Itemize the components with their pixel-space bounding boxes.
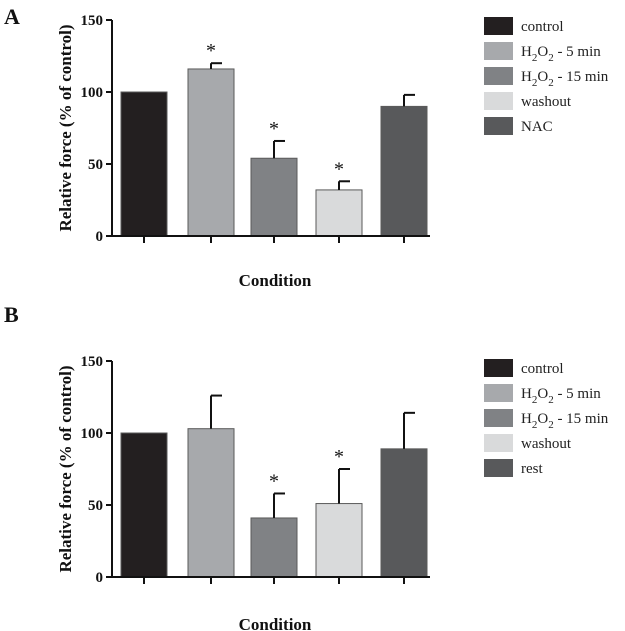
panel-b-significance-4: * xyxy=(334,446,344,468)
panel-a-letter: A xyxy=(4,4,20,29)
panel-b-legend-swatch-3 xyxy=(484,409,513,427)
panel-a-legend-swatch-5 xyxy=(484,117,513,135)
panel-b-ytick-label-150: 150 xyxy=(81,354,104,370)
panel-b-legend-label-2: H2O2 - 5 min xyxy=(521,386,601,406)
panel-a-legend-label-2: H2O2 - 5 min xyxy=(521,44,601,64)
panel-b: B * * 0 50 100 150 Relative force (% of control… xyxy=(4,302,609,631)
panel-a-legend-swatch-4 xyxy=(484,92,513,110)
panel-b-legend-swatch-4 xyxy=(484,434,513,452)
panel-b-ytick-label-0: 0 xyxy=(96,570,104,586)
panel-a-ytick-label-0: 0 xyxy=(96,229,104,245)
panel-a-legend-swatch-3 xyxy=(484,67,513,85)
panel-a-legend-label-4: washout xyxy=(521,94,572,110)
panel-a-legend-label-5: NAC xyxy=(521,119,553,135)
panel-a-legend-swatch-1 xyxy=(484,17,513,35)
panel-b-xlabel: Condition xyxy=(239,615,312,631)
panel-b-bar-5 xyxy=(380,448,428,578)
panel-b-legend-label-1: control xyxy=(521,361,564,377)
panel-a-significance-3: * xyxy=(269,118,279,140)
panel-b-ytick-label-50: 50 xyxy=(88,498,103,514)
panel-b-significance-3: * xyxy=(269,470,279,492)
panel-a-bar-4 xyxy=(315,189,363,237)
panel-a-significance-4: * xyxy=(334,158,344,180)
panel-a-bar-3 xyxy=(250,157,298,237)
panel-a-xlabel: Condition xyxy=(239,271,312,290)
panel-b-legend-label-3: H2O2 - 15 min xyxy=(521,411,609,431)
panel-a-ylabel: Relative force (% of control) xyxy=(56,24,75,231)
panel-b-letter: B xyxy=(4,302,19,327)
panel-b-bar-3 xyxy=(250,517,298,578)
panel-a-significance-2: * xyxy=(206,40,216,62)
panel-a-bar-5 xyxy=(380,105,428,237)
panel-b-ylabel: Relative force (% of control) xyxy=(56,365,75,572)
panel-a-bar-2 xyxy=(187,68,235,237)
panel-a-legend-label-3: H2O2 - 15 min xyxy=(521,69,609,89)
panel-a-ytick-label-150: 150 xyxy=(81,13,104,29)
panel-b-ytick-label-100: 100 xyxy=(81,426,104,442)
panel-b-legend-label-4: washout xyxy=(521,436,572,452)
panel-a-legend-label-1: control xyxy=(521,19,564,35)
panel-b-bar-2 xyxy=(187,428,235,578)
panel-a-ytick-label-100: 100 xyxy=(81,85,104,101)
panel-a-bar-1 xyxy=(120,91,168,237)
panel-a: A * * * 0 50 100 150 Relative force (% of contro… xyxy=(4,4,609,290)
panel-b-bar-1 xyxy=(120,432,168,578)
panel-b-legend-swatch-5 xyxy=(484,459,513,477)
panel-b-legend-swatch-1 xyxy=(484,359,513,377)
panel-b-legend-label-5: rest xyxy=(521,461,543,477)
panel-b-legend-swatch-2 xyxy=(484,384,513,402)
panel-a-ytick-label-50: 50 xyxy=(88,157,103,173)
panel-a-legend-swatch-2 xyxy=(484,42,513,60)
panel-b-bar-4 xyxy=(315,503,363,578)
